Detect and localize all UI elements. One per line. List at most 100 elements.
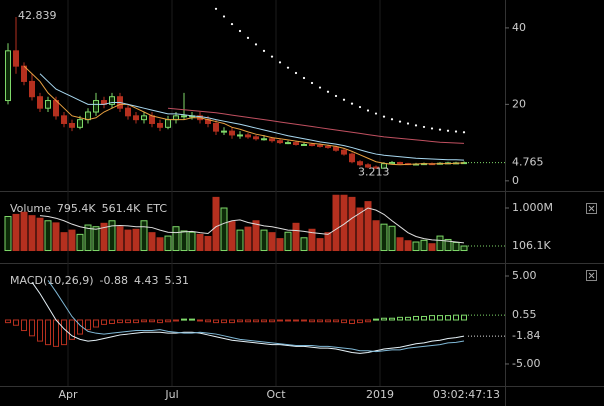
- macd-histogram: [261, 319, 267, 323]
- legend-item: -0.88: [100, 274, 128, 287]
- volume-bar: [452, 241, 460, 252]
- macd-histogram: [317, 319, 323, 323]
- sar-dot: [262, 49, 266, 52]
- sar-dot: [422, 125, 426, 129]
- candle-body: [181, 115, 187, 118]
- macd-histogram: [13, 319, 19, 326]
- macd-histogram: [421, 315, 427, 321]
- macd-histogram: [101, 319, 107, 325]
- candle-body: [237, 134, 243, 137]
- candle-body: [133, 115, 139, 121]
- sar-dot: [286, 66, 290, 69]
- volume-bar: [92, 226, 100, 252]
- macd-histogram: [189, 318, 195, 321]
- volume-bar: [164, 235, 172, 252]
- macd-histogram: [365, 319, 371, 323]
- macd-histogram: [133, 319, 139, 324]
- candle-body: [301, 144, 307, 147]
- candle-body: [349, 153, 355, 163]
- y-tick-label: 0.55: [512, 308, 537, 321]
- volume-bar: [460, 245, 468, 252]
- macd-histogram: [357, 319, 363, 324]
- volume-bar: [228, 221, 236, 252]
- macd-histogram: [237, 319, 243, 323]
- macd-histogram: [277, 319, 283, 322]
- volume-bar: [420, 239, 428, 252]
- macd-histogram: [429, 315, 435, 321]
- macd-histogram: [397, 316, 403, 321]
- close-volume-button[interactable]: [586, 203, 597, 214]
- candle-body: [285, 142, 291, 145]
- macd-histogram: [453, 314, 459, 321]
- sar-dot: [406, 122, 410, 125]
- volume-bar: [124, 229, 132, 252]
- volume-bar: [180, 230, 188, 252]
- volume-bar: [404, 240, 412, 252]
- volume-bar: [100, 222, 108, 252]
- volume-bar: [292, 222, 300, 252]
- sar-dot: [318, 86, 322, 89]
- volume-bar: [4, 216, 12, 252]
- close-macd-button[interactable]: [586, 270, 597, 281]
- legend-item: 561.4K: [102, 202, 141, 215]
- sar-dot: [254, 43, 258, 46]
- candle-body: [45, 100, 51, 109]
- macd-histogram: [221, 319, 227, 324]
- macd-histogram: [381, 317, 387, 321]
- x-tick-label: Apr: [58, 388, 78, 401]
- sar-dot: [334, 94, 338, 98]
- candle-body: [109, 96, 115, 105]
- candle-body: [341, 149, 347, 155]
- macd-histogram: [5, 319, 11, 324]
- candle-body: [69, 122, 75, 128]
- candle-body: [61, 115, 67, 124]
- y-tick-label: 0: [512, 174, 519, 187]
- macd-histogram: [85, 319, 91, 331]
- candle-body: [21, 65, 27, 82]
- signal-line: [47, 280, 465, 353]
- legend-item: Volume: [10, 202, 51, 215]
- countdown: 03:02:47:13: [433, 388, 500, 401]
- moving-average: [39, 73, 465, 161]
- macd-histogram: [405, 316, 411, 321]
- macd-histogram: [333, 319, 339, 323]
- sar-dot: [222, 15, 226, 18]
- y-tick-label: 1.000M: [512, 201, 553, 214]
- candle-body: [261, 138, 267, 141]
- sar-dot: [454, 130, 458, 133]
- macd-histogram: [21, 319, 27, 332]
- candle-body: [29, 80, 35, 98]
- x-tick-label: Jul: [164, 388, 178, 401]
- y-tick-label: 4.765: [512, 156, 544, 169]
- volume-bar: [60, 232, 68, 252]
- candle-body: [229, 130, 235, 136]
- volume-bar: [76, 233, 84, 252]
- macd-histogram: [269, 319, 275, 323]
- sar-dot: [366, 109, 370, 112]
- volume-bar: [332, 194, 340, 252]
- candle-body: [389, 161, 395, 165]
- candle-body: [317, 144, 323, 147]
- macd-histogram: [93, 319, 99, 328]
- candle-body: [309, 144, 315, 147]
- volume-bar: [388, 225, 396, 252]
- volume-bar: [380, 223, 388, 252]
- sar-dot: [350, 102, 354, 105]
- volume-bar: [396, 237, 404, 252]
- volume-bar: [36, 217, 44, 252]
- y-tick-label: -5.00: [512, 357, 540, 370]
- macd-histogram: [141, 319, 147, 323]
- macd-histogram: [293, 319, 299, 322]
- volume-bar: [436, 235, 444, 252]
- moving-average: [167, 107, 465, 144]
- macd-histogram: [325, 319, 331, 323]
- sar-dot: [446, 129, 450, 132]
- volume-bar: [44, 220, 52, 252]
- candle-body: [37, 96, 43, 109]
- candle-body: [269, 138, 275, 142]
- sar-dot: [374, 112, 378, 115]
- candle-body: [277, 140, 283, 144]
- high-label: 42.839: [18, 9, 57, 22]
- candle-body: [365, 164, 371, 168]
- sar-dot: [358, 105, 362, 109]
